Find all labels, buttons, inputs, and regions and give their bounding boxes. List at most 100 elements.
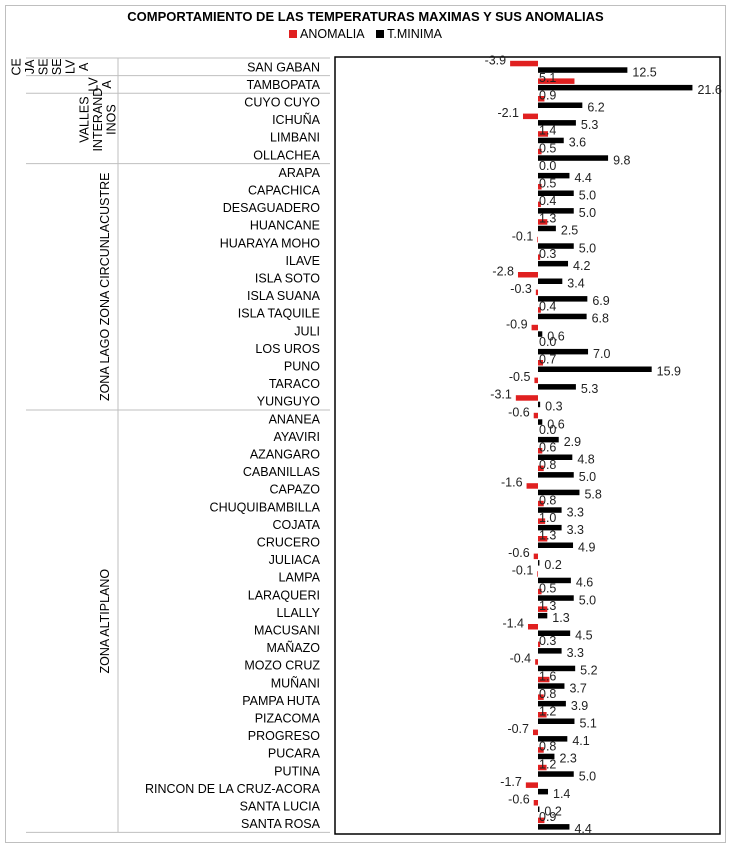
tminima-bar — [538, 436, 559, 443]
category-label: CRUCERO — [257, 536, 320, 550]
tminima-bar — [538, 155, 609, 161]
tminima-bar — [538, 700, 566, 707]
tminima-data-label: 6.8 — [592, 312, 609, 326]
anomalia-data-label: 0.5 — [539, 177, 556, 191]
anomalia-data-label: 0.9 — [539, 810, 556, 824]
category-label: LIMBANI — [270, 131, 320, 145]
tminima-data-label: 2.5 — [561, 224, 578, 238]
anomalia-bar — [533, 553, 538, 560]
tminima-bar — [538, 577, 571, 584]
tminima-bar — [538, 313, 587, 320]
anomalia-data-label: -0.6 — [508, 546, 530, 560]
anomalia-data-label: 1.3 — [539, 599, 556, 613]
chart-title: COMPORTAMIENTO DE LAS TEMPERATURAS MAXIM… — [127, 9, 604, 24]
tminima-bar — [538, 102, 583, 108]
anomalia-data-label: -0.5 — [509, 370, 531, 384]
anomalia-data-label: 0.0 — [539, 423, 556, 437]
anomalia-data-label: 0.8 — [539, 740, 556, 754]
anomalia-data-label: 1.4 — [539, 124, 556, 138]
category-label: PUTINA — [274, 764, 321, 778]
anomalia-bar — [538, 78, 575, 84]
anomalia-bar — [538, 184, 542, 190]
category-label: LARAQUERI — [248, 588, 320, 602]
tminima-bar — [538, 595, 574, 601]
anomalia-data-label: 0.5 — [539, 581, 556, 595]
legend-label-t-minima: T.MINIMA — [387, 27, 442, 41]
tminima-data-label: 5.0 — [579, 470, 596, 484]
tminima-bar — [538, 137, 564, 144]
anomalia-data-label: -0.9 — [506, 317, 528, 331]
anomalia-bar — [538, 360, 544, 366]
category-label: PIZACOMA — [255, 712, 321, 726]
category-label: CUYO CUYO — [244, 96, 320, 110]
anomalia-data-label: 1.6 — [539, 669, 556, 683]
tminima-data-label: 4.5 — [575, 629, 592, 643]
legend-label-anomalia: ANOMALIA — [300, 27, 365, 41]
anomalia-bar — [510, 60, 538, 67]
tminima-bar — [538, 401, 541, 408]
anomalia-bar — [538, 500, 544, 507]
anomalia-bar — [515, 395, 538, 401]
category-label: COJATA — [273, 518, 321, 532]
group-label-0: CEJASESELVA — [9, 58, 91, 75]
chart-legend: ANOMALIA T.MINIMA — [0, 27, 731, 41]
tminima-data-label: 3.3 — [567, 646, 584, 660]
category-label: HUANCANE — [250, 219, 320, 233]
anomalia-bar — [538, 641, 541, 648]
anomalia-bar — [525, 782, 538, 788]
tminima-data-label: 21.6 — [697, 83, 721, 97]
tminima-data-label: 4.6 — [576, 576, 593, 590]
category-label: TAMBOPATA — [247, 78, 321, 92]
tminima-bar — [538, 824, 570, 830]
category-label: YUNGUYO — [257, 395, 320, 409]
tminima-data-label: 0.3 — [545, 400, 562, 414]
tminima-data-label: 6.2 — [587, 101, 604, 115]
category-label: PUCARA — [268, 747, 321, 761]
category-label: ANANEA — [269, 412, 321, 426]
category-label: MACUSANI — [254, 624, 320, 638]
tminima-bar — [538, 612, 548, 619]
tminima-data-label: 5.0 — [579, 241, 596, 255]
category-label: ISLA SUANA — [247, 289, 321, 303]
tminima-bar — [538, 331, 543, 337]
anomalia-data-label: -3.1 — [490, 388, 512, 402]
category-label: ARAPA — [279, 166, 321, 180]
anomalia-data-label: 0.9 — [539, 89, 556, 103]
anomalia-bar — [522, 113, 538, 120]
tminima-data-label: 0.2 — [544, 805, 561, 819]
tminima-data-label: 5.0 — [579, 206, 596, 220]
anomalia-data-label: 1.2 — [539, 705, 556, 719]
tminima-bar — [538, 190, 574, 196]
tminima-bar — [538, 67, 628, 73]
tminima-bar — [538, 771, 574, 777]
anomalia-bar — [531, 324, 538, 331]
tminima-data-label: 3.3 — [567, 505, 584, 519]
category-label: AYAVIRI — [273, 430, 320, 444]
anomalia-data-label: 0.8 — [539, 493, 556, 507]
tminima-bar — [538, 225, 556, 232]
anomalia-data-label: 0.6 — [539, 441, 556, 455]
anomalia-data-label: 0.0 — [539, 159, 556, 173]
tminima-data-label: 0.2 — [544, 558, 561, 572]
anomalia-bar — [517, 272, 538, 278]
tminima-bar — [538, 736, 568, 742]
category-label: SANTA ROSA — [241, 817, 321, 831]
tminima-bar — [538, 648, 562, 654]
anomalia-bar — [533, 800, 538, 806]
anomalia-data-label: 0.5 — [539, 141, 556, 155]
anomalia-bar — [535, 659, 538, 665]
anomalia-data-label: -1.7 — [500, 775, 522, 789]
category-label: JULI — [294, 324, 320, 338]
tminima-bar — [538, 208, 574, 214]
category-label: PROGRESO — [248, 729, 321, 743]
anomalia-data-label: 0.0 — [539, 335, 556, 349]
group-label-2: VALLESINTERANDINOS — [78, 88, 119, 152]
tminima-data-label: 0.6 — [547, 417, 564, 431]
tminima-bar — [538, 84, 693, 91]
anomalia-bar — [538, 307, 541, 313]
category-label: SANTA LUCIA — [240, 800, 321, 814]
anomalia-bar — [526, 483, 538, 489]
anomalia-bar — [537, 571, 538, 577]
anomalia-bar — [538, 518, 546, 524]
anomalia-bar — [538, 536, 548, 542]
